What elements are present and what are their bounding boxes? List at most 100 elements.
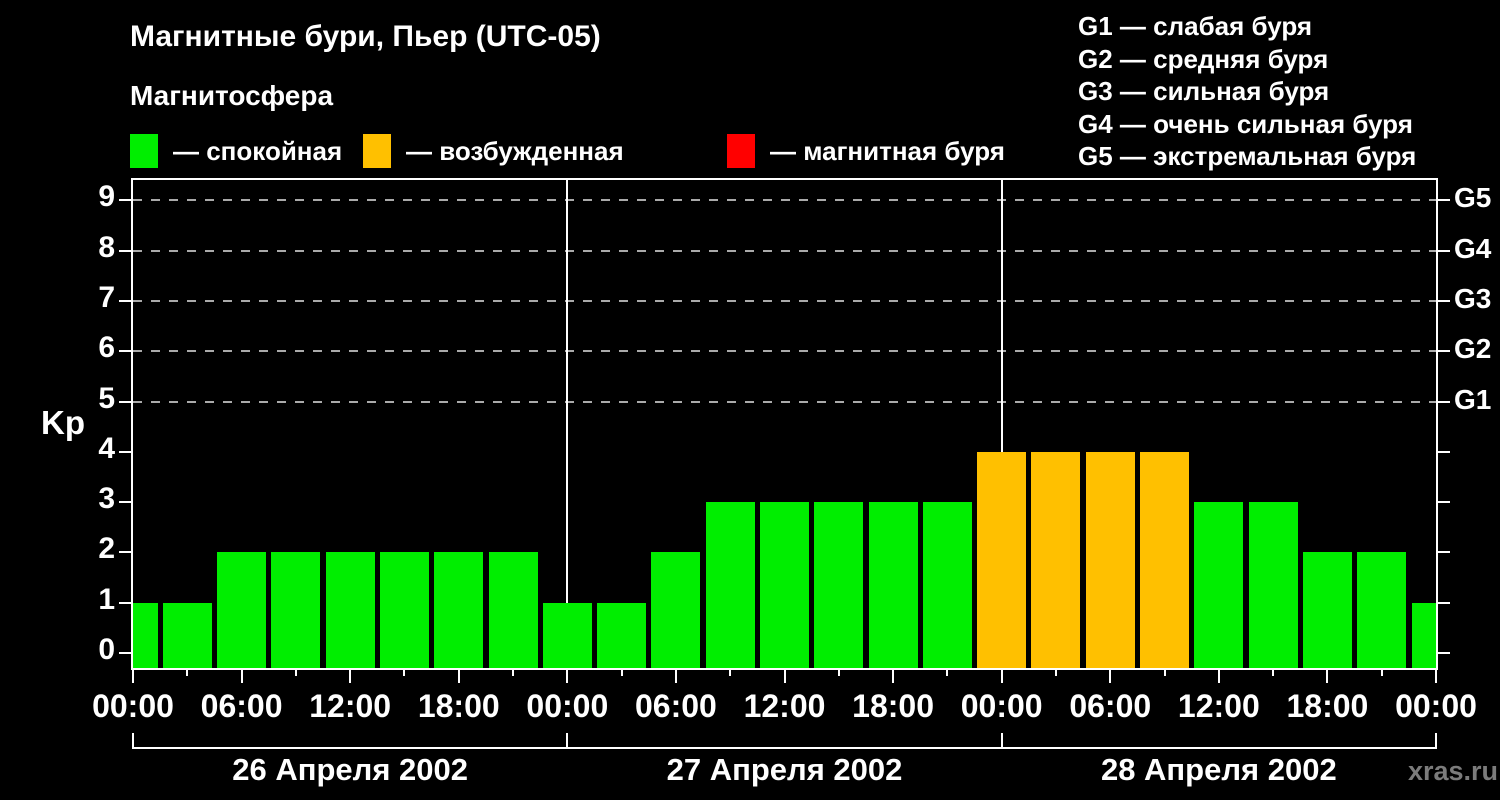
- g-axis-label-G3: G3: [1454, 282, 1492, 314]
- gridline-kp-9: [133, 199, 1436, 202]
- y-axis-label-6: 6: [98, 331, 115, 365]
- date-label: 27 Апреля 2002: [666, 752, 903, 787]
- y-axis-tick-right: [1438, 601, 1450, 604]
- plot-area: [133, 180, 1436, 668]
- kp-bar: [217, 552, 267, 668]
- time-label: 12:00: [743, 688, 826, 724]
- date-axis-tick: [1000, 733, 1003, 748]
- watermark: xras.ru: [1407, 756, 1498, 786]
- gridline-kp-8: [133, 249, 1436, 252]
- kp-bar: [1411, 602, 1436, 668]
- kp-bar: [760, 502, 809, 668]
- g-scale-legend: G1 — слабая буря G2 — средняя буря G3 — …: [1078, 10, 1416, 173]
- gridline-kp-7: [133, 299, 1436, 302]
- y-axis-tick-left: [119, 299, 131, 302]
- y-axis-tick-left: [119, 400, 131, 403]
- y-axis-label-3: 3: [98, 482, 115, 516]
- gridline-kp-6: [133, 350, 1436, 353]
- time-label: 12:00: [1177, 688, 1260, 724]
- y-axis-label-8: 8: [98, 230, 115, 264]
- legend-item-quiet: — спокойная: [130, 134, 342, 168]
- date-axis-tick: [132, 733, 134, 748]
- date-axis-line: [132, 747, 1437, 749]
- y-axis-label-7: 7: [98, 280, 115, 314]
- y-axis-tick-left: [119, 601, 131, 604]
- time-tick-minor: [1272, 668, 1275, 676]
- y-axis-tick-right: [1438, 299, 1450, 302]
- kp-bar: [1031, 451, 1081, 668]
- y-axis-label-2: 2: [98, 532, 115, 566]
- y-axis-tick-right: [1438, 249, 1450, 252]
- kp-bar: [162, 602, 212, 668]
- kp-bar: [434, 552, 484, 668]
- y-axis-tick-left: [119, 199, 131, 202]
- time-label: 18:00: [852, 688, 934, 724]
- y-axis-label-4: 4: [98, 431, 115, 465]
- time-label: 00:00: [526, 688, 609, 724]
- y-axis-tick-left: [119, 350, 131, 353]
- g-axis-label-G4: G4: [1454, 232, 1492, 264]
- kp-bar: [868, 502, 918, 668]
- time-label: 06:00: [1069, 688, 1152, 724]
- g-legend-line-1: G1 — слабая буря: [1078, 11, 1313, 41]
- time-tick-major: [240, 668, 243, 683]
- y-axis-tick-right: [1438, 551, 1450, 554]
- time-tick-major: [457, 668, 460, 683]
- time-tick-major: [349, 668, 352, 683]
- g-legend-line-2: G2 — средняя буря: [1078, 43, 1329, 74]
- y-axis-tick-left: [119, 652, 131, 654]
- time-tick-minor: [186, 668, 189, 676]
- y-axis-tick-right: [1438, 652, 1450, 654]
- kp-bar: [271, 552, 321, 668]
- time-label: 06:00: [634, 688, 717, 724]
- time-tick-major: [132, 668, 134, 683]
- g-axis-label-G5: G5: [1454, 182, 1492, 214]
- y-axis-title: Kp: [41, 404, 85, 441]
- g-legend-line-4: G4 — очень сильная буря: [1078, 108, 1413, 139]
- time-tick-major: [1326, 668, 1329, 683]
- kp-bar: [1302, 552, 1352, 668]
- kp-bar: [705, 502, 755, 668]
- y-axis-tick-right: [1438, 350, 1450, 353]
- kp-bar: [651, 552, 701, 668]
- kp-bar: [1085, 451, 1135, 668]
- time-tick-minor: [1163, 668, 1166, 676]
- time-tick-minor: [620, 668, 623, 676]
- y-axis-tick-right: [1438, 501, 1450, 504]
- day-separator-line: [1000, 180, 1003, 668]
- time-label: 00:00: [1395, 688, 1477, 724]
- y-axis-label-0: 0: [98, 633, 115, 666]
- legend-label-excited: — возбужденная: [406, 135, 624, 166]
- day-separator-line: [566, 180, 569, 668]
- storm-color-swatch: [727, 134, 755, 168]
- kp-bar: [1194, 502, 1244, 668]
- legend-label-quiet: — спокойная: [173, 135, 343, 166]
- date-label: 26 Апреля 2002: [232, 752, 469, 787]
- y-axis-tick-right: [1438, 450, 1450, 453]
- time-tick-minor: [1380, 668, 1383, 676]
- time-label: 00:00: [960, 688, 1043, 724]
- kp-bar: [597, 602, 647, 668]
- time-tick-major: [566, 668, 569, 683]
- time-tick-major: [892, 668, 895, 683]
- g-legend-line-5: G5 — экстремальная буря: [1078, 141, 1417, 172]
- y-axis-label-1: 1: [98, 582, 115, 616]
- kp-bar: [922, 502, 972, 668]
- time-tick-major: [783, 668, 786, 683]
- kp-bar: [1248, 502, 1298, 668]
- time-tick-major: [1435, 668, 1437, 683]
- time-label: 00:00: [92, 688, 174, 724]
- time-label: 18:00: [1286, 688, 1369, 724]
- time-label: 12:00: [309, 688, 392, 724]
- g-legend-line-3: G3 — сильная буря: [1078, 76, 1330, 107]
- legend-item-storm: — магнитная буря: [727, 134, 1005, 168]
- kp-bar: [488, 552, 538, 668]
- time-tick-major: [1217, 668, 1220, 683]
- time-tick-minor: [512, 668, 515, 676]
- time-tick-minor: [729, 668, 732, 676]
- kp-bar: [133, 602, 158, 668]
- y-axis-tick-right: [1438, 199, 1450, 202]
- y-axis-tick-left: [119, 450, 131, 453]
- g-axis-label-G2: G2: [1454, 333, 1492, 365]
